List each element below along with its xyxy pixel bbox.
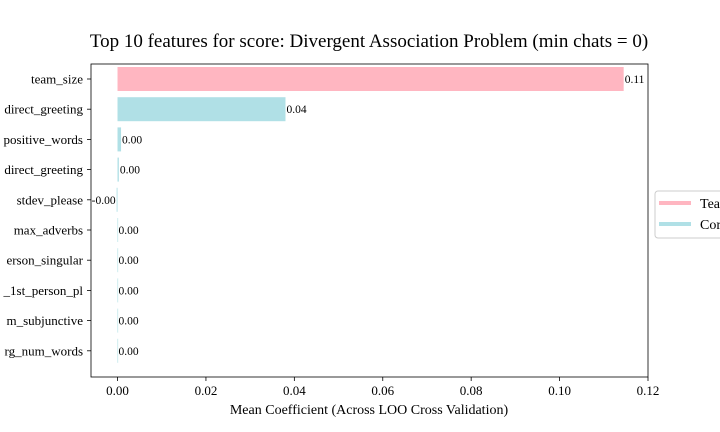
y-tick-label-1: direct_greeting <box>4 102 83 117</box>
data-label-4: -0.00 <box>92 195 116 207</box>
bar-4 <box>116 187 118 212</box>
x-tick-label-1: 0.02 <box>195 383 218 398</box>
bar-9 <box>117 338 119 363</box>
legend-label-1: Cor <box>700 218 720 233</box>
x-tick-label-4: 0.08 <box>460 383 483 398</box>
bar-3 <box>117 157 119 182</box>
y-tick-label-6: erson_singular <box>6 253 83 268</box>
data-labels-group: 0.11 0.04 0.00 0.00 -0.00 0.00 0.00 0.00 0.00 0.0… <box>92 74 645 358</box>
chart-title: Top 10 features for score: Divergent Ass… <box>90 31 648 52</box>
data-label-1: 0.04 <box>287 104 307 116</box>
x-ticks-group: 0.00 0.02 0.04 0.06 0.08 0.10 0.12 <box>106 377 659 398</box>
bar-5 <box>117 218 119 242</box>
y-tick-label-9: rg_num_words <box>5 343 83 358</box>
bar-0 <box>117 67 624 91</box>
y-tick-label-5: max_adverbs <box>14 223 83 238</box>
x-tick-label-6: 0.12 <box>637 383 660 398</box>
y-tick-label-4: stdev_please <box>17 192 84 207</box>
bar-6 <box>117 248 119 273</box>
y-tick-label-3: direct_greeting <box>4 162 83 177</box>
data-label-6: 0.00 <box>119 255 139 267</box>
x-axis-label: Mean Coefficient (Across LOO Cross Valid… <box>230 403 509 418</box>
data-label-2: 0.00 <box>122 134 142 146</box>
data-label-0: 0.11 <box>625 74 645 86</box>
x-tick-label-0: 0.00 <box>106 383 129 398</box>
data-label-5: 0.00 <box>119 225 139 237</box>
plot-area <box>90 63 649 378</box>
x-tick-label-3: 0.06 <box>371 383 394 398</box>
x-tick-label-2: 0.04 <box>283 383 306 398</box>
legend-label-0: Tea <box>700 197 720 212</box>
bar-2 <box>117 127 122 152</box>
y-tick-label-8: m_subjunctive <box>6 313 83 328</box>
x-tick-label-5: 0.10 <box>548 383 571 398</box>
y-tick-label-7: _1st_person_pl <box>3 283 84 298</box>
bar-1 <box>117 97 286 122</box>
data-label-7: 0.00 <box>119 285 139 297</box>
data-label-3: 0.00 <box>120 165 140 177</box>
y-tick-label-0: team_size <box>31 72 83 87</box>
data-label-9: 0.00 <box>119 346 139 358</box>
legend: Tea Cor <box>654 190 720 239</box>
y-ticks-group: team_sizedirect_greetingpositive_wordsdi… <box>3 72 91 358</box>
bars-group <box>116 67 624 363</box>
y-tick-label-2: positive_words <box>4 132 83 147</box>
bar-8 <box>117 308 119 333</box>
bar-7 <box>117 278 119 303</box>
data-label-8: 0.00 <box>119 316 139 328</box>
